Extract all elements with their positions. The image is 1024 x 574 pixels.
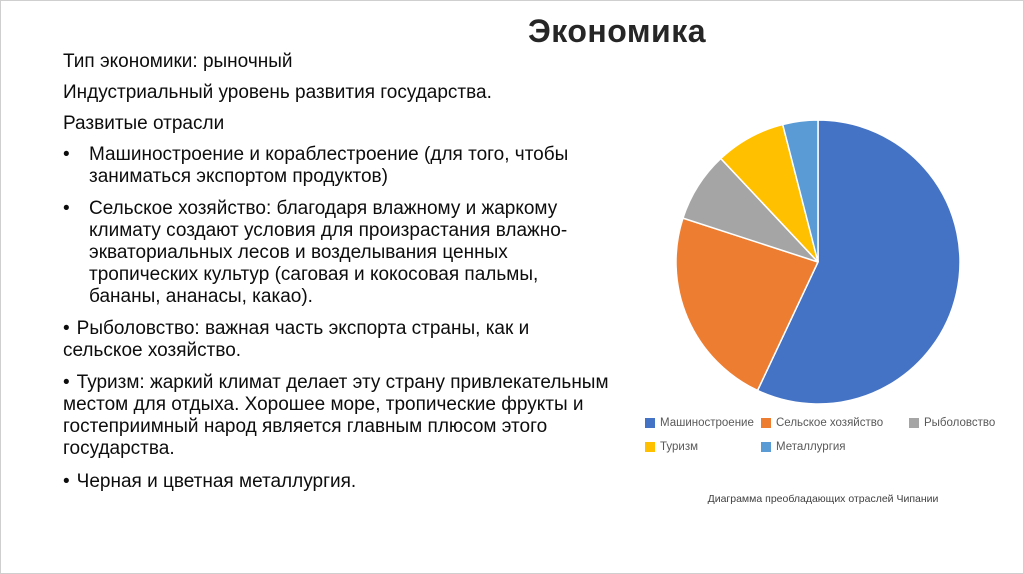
bullet-text: Машиностроение и кораблестроение (для то…	[89, 144, 569, 188]
legend-item: Рыболовство	[909, 417, 1023, 429]
pie-slice	[781, 119, 819, 263]
legend-swatch	[761, 442, 771, 452]
bullet-item: • Машиностроение и кораблестроение (для …	[63, 144, 611, 188]
bullet-text: Рыболовство: важная часть экспорта стран…	[63, 318, 530, 362]
body-paragraph: Тип экономики: рыночный	[63, 51, 293, 72]
legend-label: Сельское хозяйство	[776, 417, 884, 429]
page-title: Экономика	[527, 13, 706, 49]
bullet-item: • Сельское хозяйство: благодаря влажному…	[63, 198, 611, 308]
body-paragraph: Индустриальный уровень развития государс…	[63, 82, 492, 104]
chart-caption: Диаграмма преобладающих отраслей Чипании	[707, 493, 939, 505]
body-paragraph: Развитые отрасли	[63, 113, 225, 135]
legend-label: Туризм	[660, 441, 698, 453]
chart: Машиностроение Сельское хозяйство Рыболовс…	[621, 1, 1023, 573]
pie-slice	[756, 119, 961, 405]
legend-item: Туризм	[645, 441, 761, 453]
pie-slice	[675, 217, 820, 392]
legend-item: Металлургия	[761, 441, 909, 453]
legend-swatch	[645, 442, 655, 452]
bullet-marker: •	[63, 470, 70, 492]
legend-swatch	[761, 418, 771, 428]
bullet-marker: •	[63, 144, 70, 166]
legend-item: Сельское хозяйство	[761, 417, 909, 429]
body-text: Тип экономики: рыночный Индустриальный у…	[63, 51, 611, 503]
bullet-text: Туризм: жаркий климат делает эту страну …	[63, 372, 609, 460]
legend-label: Металлургия	[776, 441, 846, 453]
bullet-marker: •	[63, 372, 70, 394]
chart-legend: Машиностроение Сельское хозяйство Рыболовс…	[645, 417, 1023, 453]
legend-swatch	[645, 418, 655, 428]
bullet-item: • Туризм: жаркий климат делает эту страну…	[63, 372, 611, 460]
pie-chart	[675, 119, 961, 405]
bullet-text: Сельское хозяйство: благодаря влажному и…	[89, 198, 568, 308]
bullet-item: • Черная и цветная металлургия.	[63, 471, 611, 493]
legend-item: Машиностроение	[645, 417, 761, 429]
legend-label: Машиностроение	[660, 417, 754, 429]
bullet-marker: •	[63, 318, 70, 340]
bullet-text: Черная и цветная металлургия.	[76, 470, 357, 492]
bullet-marker: •	[63, 198, 70, 220]
legend-label: Рыболовство	[924, 417, 996, 429]
legend-swatch	[909, 418, 919, 428]
bullet-item: • Рыболовство: важная часть экспорта стра…	[63, 318, 611, 362]
